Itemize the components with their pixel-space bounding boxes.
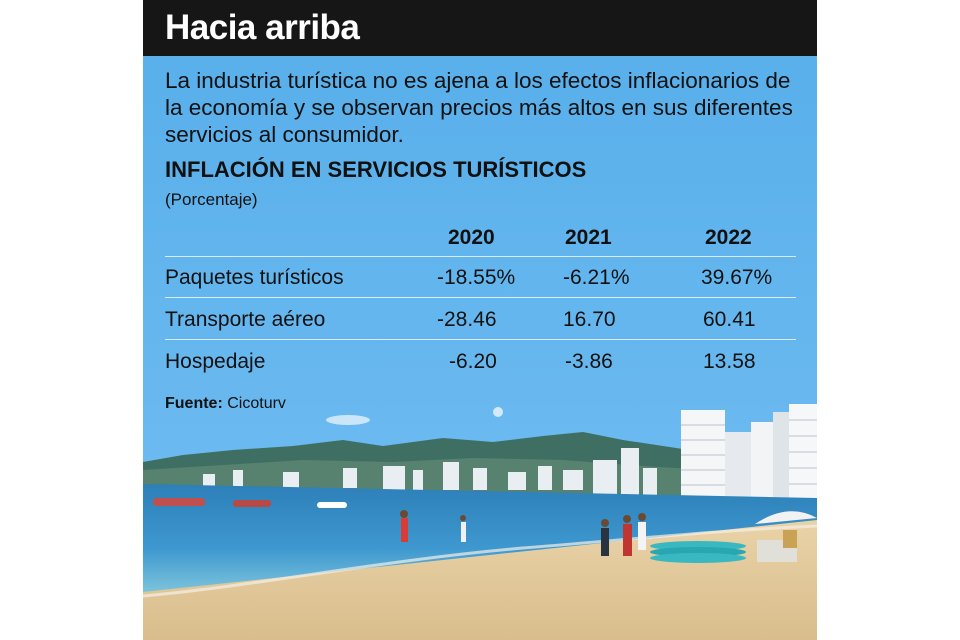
city-buildings — [203, 448, 657, 498]
beach-people — [400, 510, 646, 556]
beach-umbrella — [755, 511, 817, 562]
cell-hospedaje-2020: -6.20 — [449, 350, 497, 373]
column-header-2020: 2020 — [448, 226, 495, 249]
hotel-towers — [681, 404, 817, 502]
source-label: Fuente: — [165, 395, 223, 412]
cell-transporte-2022: 60.41 — [703, 308, 756, 331]
boats — [153, 498, 347, 508]
cloud — [493, 407, 503, 417]
title-bar: Hacia arriba — [143, 0, 817, 56]
table-divider — [165, 256, 796, 257]
cell-paquetes-2022: 39.67% — [701, 266, 773, 289]
column-header-2021: 2021 — [565, 226, 612, 249]
page-title: Hacia arriba — [165, 8, 360, 47]
cell-paquetes-2021: -6.21% — [563, 266, 630, 289]
cell-paquetes-2020: -18.55% — [437, 266, 516, 289]
row-label-paquetes: Paquetes turísticos — [165, 266, 344, 289]
cell-transporte-2021: 16.70 — [563, 308, 616, 331]
sea — [143, 484, 817, 592]
sand — [143, 520, 817, 640]
cloud — [326, 415, 370, 425]
cell-transporte-2020: -28.46 — [437, 308, 497, 331]
cell-hospedaje-2021: -3.86 — [565, 350, 613, 373]
row-label-transporte: Transporte aéreo — [165, 308, 326, 331]
infographic-panel: Hacia arriba La industria turística no e… — [143, 0, 817, 640]
source-text: Cicoturv — [227, 395, 286, 412]
table-divider — [165, 297, 796, 298]
table-title: INFLACIÓN EN SERVICIOS TURÍSTICOS — [165, 157, 587, 182]
row-label-hospedaje: Hospedaje — [165, 350, 266, 373]
table-units: (Porcentaje) — [165, 190, 258, 209]
beach-photo — [143, 0, 817, 640]
intro-text: La industria turística no es ajena a los… — [165, 68, 793, 147]
table-divider — [165, 339, 796, 340]
column-header-2022: 2022 — [705, 226, 752, 249]
kayak-stack — [650, 541, 746, 563]
source-note: Fuente: Cicoturv — [165, 395, 286, 413]
cell-hospedaje-2022: 13.58 — [703, 350, 756, 373]
